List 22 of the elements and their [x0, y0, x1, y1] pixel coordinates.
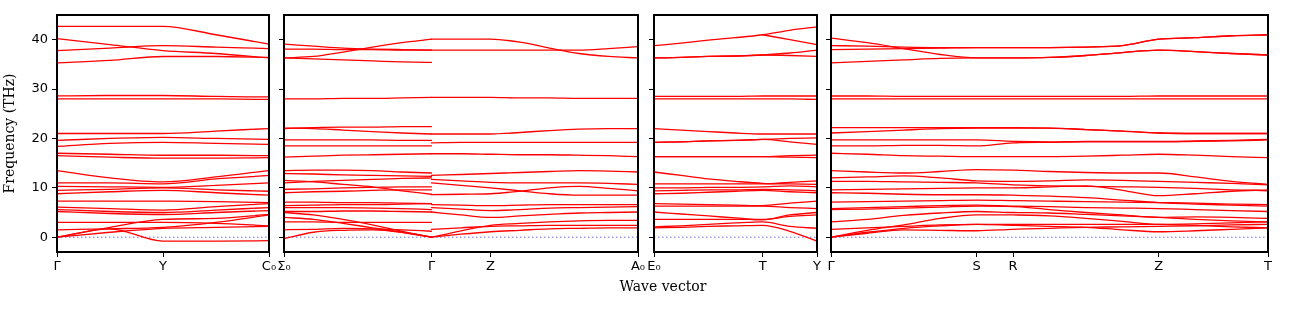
- x-tick-label: T: [757, 258, 767, 274]
- x-tick-label: C₀: [261, 258, 277, 274]
- y-axis-title: Frequency (THz): [1, 73, 18, 194]
- x-tick-label: Y: [158, 258, 168, 274]
- x-tick-label: E₀: [647, 258, 661, 274]
- x-tick-label: A₀: [630, 258, 646, 274]
- y-tick-label: 30: [31, 80, 48, 96]
- x-axis-title: Wave vector: [619, 278, 707, 294]
- x-tick-label: Σ₀: [277, 258, 291, 274]
- x-tick-label: Γ: [427, 258, 436, 274]
- y-tick-label: 10: [31, 179, 48, 195]
- x-tick-label: Γ: [53, 258, 62, 274]
- y-tick-label: 0: [39, 228, 48, 244]
- x-tick-label: T: [1263, 258, 1273, 274]
- x-tick-label: Z: [1154, 258, 1164, 274]
- x-tick-label: Y: [812, 258, 822, 274]
- y-tick-label: 20: [31, 129, 48, 145]
- x-tick-label: S: [972, 258, 981, 274]
- x-tick-label: R: [1008, 258, 1018, 274]
- y-tick-label: 40: [31, 31, 48, 47]
- x-tick-label: Γ: [827, 258, 836, 274]
- x-tick-label: Z: [486, 258, 496, 274]
